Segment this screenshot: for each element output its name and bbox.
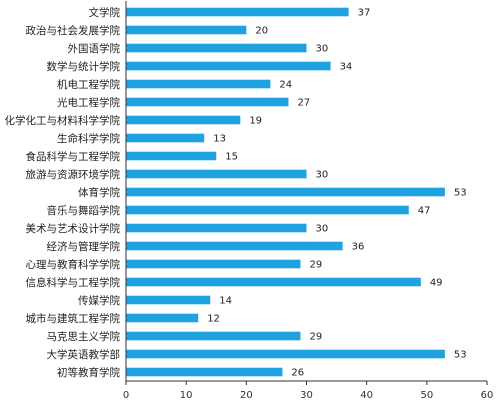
category-label: 心理与教育科学学院	[26, 258, 121, 271]
category-label: 外国语学院	[68, 42, 121, 55]
data-label: 29	[309, 260, 322, 271]
bar	[126, 241, 343, 251]
bar	[126, 349, 445, 359]
category-label: 旅游与资源环境学院	[26, 168, 121, 181]
category-label: 经济与管理学院	[47, 240, 121, 253]
bar	[126, 277, 421, 287]
category-label: 食品科学与工程学院	[26, 150, 121, 163]
category-label: 文学院	[89, 6, 121, 19]
category-label: 美术与艺术设计学院	[26, 222, 121, 235]
x-tick-label: 20	[240, 390, 253, 401]
data-label: 30	[316, 44, 329, 55]
bar	[126, 205, 409, 215]
bars-layer	[126, 7, 445, 377]
data-label: 47	[418, 206, 431, 217]
bar	[126, 169, 307, 179]
data-label: 12	[207, 314, 220, 325]
data-label: 14	[219, 296, 232, 307]
data-label: 53	[454, 350, 467, 361]
data-label: 49	[430, 278, 443, 289]
data-label: 19	[249, 116, 262, 127]
bar	[126, 79, 271, 89]
x-tick-label: 50	[420, 390, 433, 401]
data-label: 30	[316, 170, 329, 181]
category-label: 初等教育学院	[57, 366, 120, 379]
data-label: 24	[279, 80, 292, 91]
category-label: 光电工程学院	[57, 96, 120, 109]
data-label: 26	[291, 368, 304, 379]
category-label: 数学与统计学院	[47, 60, 121, 73]
bar	[126, 223, 307, 233]
data-label: 37	[358, 8, 371, 19]
category-label: 城市与建筑工程学院	[26, 312, 121, 325]
bar	[126, 25, 247, 35]
x-tick-label: 30	[300, 390, 313, 401]
data-label: 15	[225, 152, 238, 163]
data-label: 30	[316, 224, 329, 235]
value-labels: 37 20 30 34 24 27 19 13 15 30 53 47 30 36 29 49 14 12 29 53…	[207, 8, 466, 379]
category-label: 传媒学院	[78, 294, 120, 307]
data-label: 36	[352, 242, 365, 253]
category-label: 音乐与舞蹈学院	[47, 204, 121, 217]
data-label: 29	[309, 332, 322, 343]
x-tick-label: 60	[481, 390, 494, 401]
bar	[126, 367, 283, 377]
category-label: 体育学院	[78, 186, 120, 199]
category-label: 化学化工与材料科学学院	[5, 114, 121, 127]
bar	[126, 313, 199, 323]
category-label: 马克思主义学院	[47, 330, 121, 343]
data-label: 34	[340, 62, 353, 73]
bar	[126, 259, 301, 269]
x-tick-label: 10	[180, 390, 193, 401]
data-label: 27	[297, 98, 310, 109]
bar	[126, 151, 217, 161]
bar	[126, 61, 331, 71]
bar	[126, 115, 241, 125]
category-label: 信息科学与工程学院	[26, 276, 121, 289]
data-label: 13	[213, 134, 226, 145]
bar	[126, 295, 211, 305]
data-label: 53	[454, 188, 467, 199]
category-label: 生命科学学院	[57, 132, 120, 145]
category-label: 政治与社会发展学院	[26, 24, 121, 37]
category-labels: 文学院政治与社会发展学院外国语学院数学与统计学院机电工程学院光电工程学院化学化工…	[5, 6, 121, 379]
bar	[126, 97, 289, 107]
data-label: 20	[255, 26, 268, 37]
x-tick-label: 40	[360, 390, 373, 401]
bar	[126, 43, 307, 53]
bar	[126, 187, 445, 197]
category-label: 大学英语教学部	[47, 348, 121, 361]
x-tick-label: 0	[123, 390, 129, 401]
axes: 0 10 20 30 40 50 60	[123, 1, 494, 401]
bar	[126, 133, 205, 143]
category-label: 机电工程学院	[57, 78, 120, 91]
bar	[126, 331, 301, 341]
bar	[126, 7, 349, 17]
